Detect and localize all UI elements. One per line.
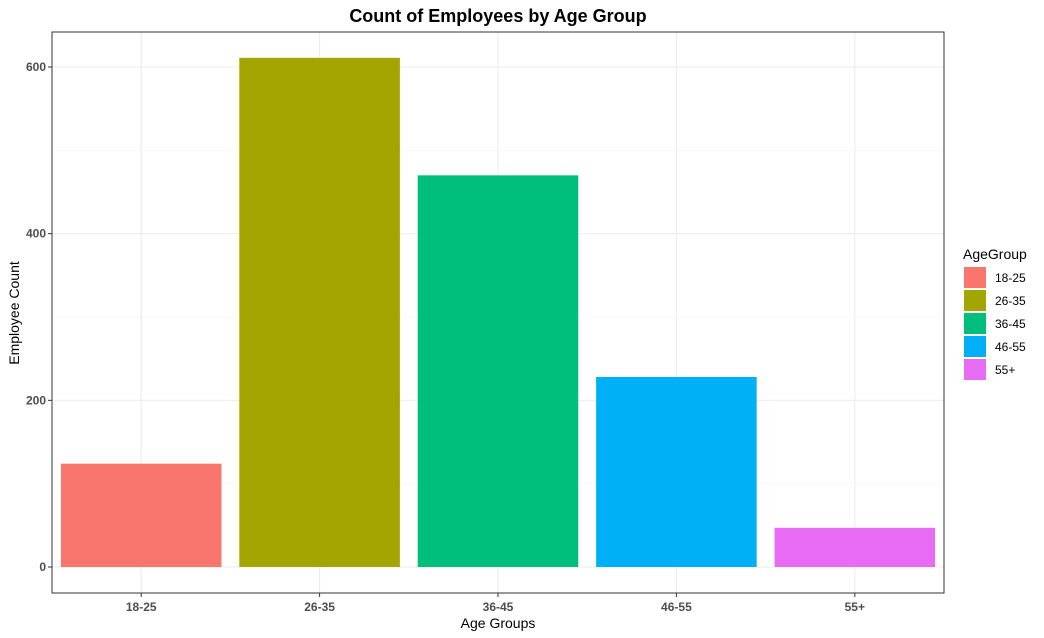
legend-key-36-45 <box>964 313 986 334</box>
legend-label: 26-35 <box>995 294 1026 308</box>
x-tick-label: 46-55 <box>661 600 692 614</box>
legend-key-55+ <box>964 359 986 380</box>
y-tick-label: 400 <box>26 227 46 241</box>
y-tick-label: 0 <box>39 560 46 574</box>
legend-key-26-35 <box>964 290 986 311</box>
bar-36-45 <box>417 175 579 568</box>
bar-55+ <box>774 527 936 567</box>
legend: AgeGroup 18-25 26-35 36-45 46-55 55+ <box>963 246 1027 380</box>
y-axis: 0 200 400 600 <box>26 60 52 574</box>
legend-key-18-25 <box>964 267 986 288</box>
bar-46-55 <box>596 377 757 567</box>
x-tick-label: 36-45 <box>483 600 514 614</box>
legend-label: 55+ <box>995 363 1015 377</box>
bar-26-35 <box>239 57 400 567</box>
legend-title: AgeGroup <box>963 246 1027 262</box>
y-tick-label: 600 <box>26 60 46 74</box>
legend-label: 36-45 <box>995 317 1026 331</box>
x-axis-title: Age Groups <box>461 615 536 631</box>
y-tick-label: 200 <box>26 393 46 407</box>
x-tick-label: 55+ <box>845 600 865 614</box>
legend-label: 46-55 <box>995 340 1026 354</box>
bars <box>60 57 936 568</box>
legend-label: 18-25 <box>995 271 1026 285</box>
y-axis-title: Employee Count <box>6 261 22 365</box>
bar-18-25 <box>60 463 222 567</box>
x-tick-label: 18-25 <box>126 600 157 614</box>
x-tick-label: 26-35 <box>304 600 335 614</box>
chart-title: Count of Employees by Age Group <box>349 6 646 26</box>
x-axis: 18-25 26-35 36-45 46-55 55+ <box>126 593 865 614</box>
legend-key-46-55 <box>964 336 986 357</box>
